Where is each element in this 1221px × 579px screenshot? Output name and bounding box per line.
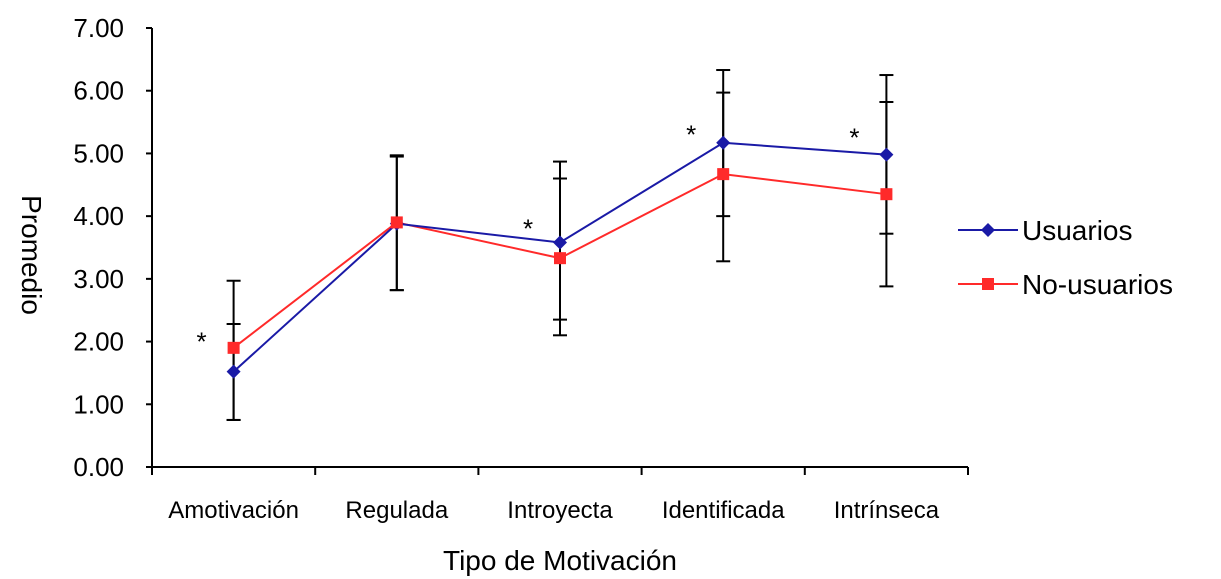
legend-label: No-usuarios [1022, 269, 1173, 300]
y-tick-label: 2.00 [73, 327, 124, 357]
x-category-label: Amotivación [168, 497, 299, 524]
data-point-square [227, 341, 240, 354]
x-category-label: Regulada [345, 497, 448, 524]
x-category-label: Intrínseca [834, 497, 940, 524]
x-category-label: Identificada [662, 497, 785, 524]
data-point-square [390, 216, 403, 229]
legend: Usuarios No-usuarios [958, 215, 1173, 300]
y-tick-label: 1.00 [73, 389, 124, 419]
y-tick-label: 6.00 [73, 76, 124, 106]
data-point-square [880, 188, 893, 201]
y-tick-label: 0.00 [73, 452, 124, 482]
y-tick-label: 4.00 [73, 201, 124, 231]
y-tick-label: 3.00 [73, 264, 124, 294]
y-axis-ticks: 0.00 1.00 2.00 3.00 4.00 5.00 6.00 7.00 [73, 13, 152, 482]
legend-label: Usuarios [1022, 215, 1132, 246]
data-point-diamond [879, 147, 894, 162]
asterisk-annotation: * [686, 119, 696, 149]
data-point-diamond [716, 135, 731, 150]
series-markers [226, 135, 894, 379]
y-tick-label: 5.00 [73, 138, 124, 168]
data-point-diamond [226, 364, 241, 379]
y-axis-title: Promedio [16, 195, 47, 315]
legend-marker-square [982, 278, 994, 290]
data-point-diamond [553, 235, 567, 250]
x-category-label: Introyecta [507, 497, 613, 524]
asterisk-annotation: * [849, 123, 859, 153]
legend-marker-diamond [981, 223, 995, 237]
x-axis-title: Tipo de Motivación [443, 545, 677, 576]
x-axis-ticks: Amotivación Regulada Introyecta Identificad… [151, 467, 969, 524]
asterisk-annotation: * [197, 326, 207, 356]
significance-annotations: * * * * [197, 119, 860, 356]
data-point-square [554, 252, 566, 265]
data-point-square [717, 168, 730, 181]
y-tick-label: 7.00 [73, 13, 124, 43]
asterisk-annotation: * [523, 214, 533, 244]
